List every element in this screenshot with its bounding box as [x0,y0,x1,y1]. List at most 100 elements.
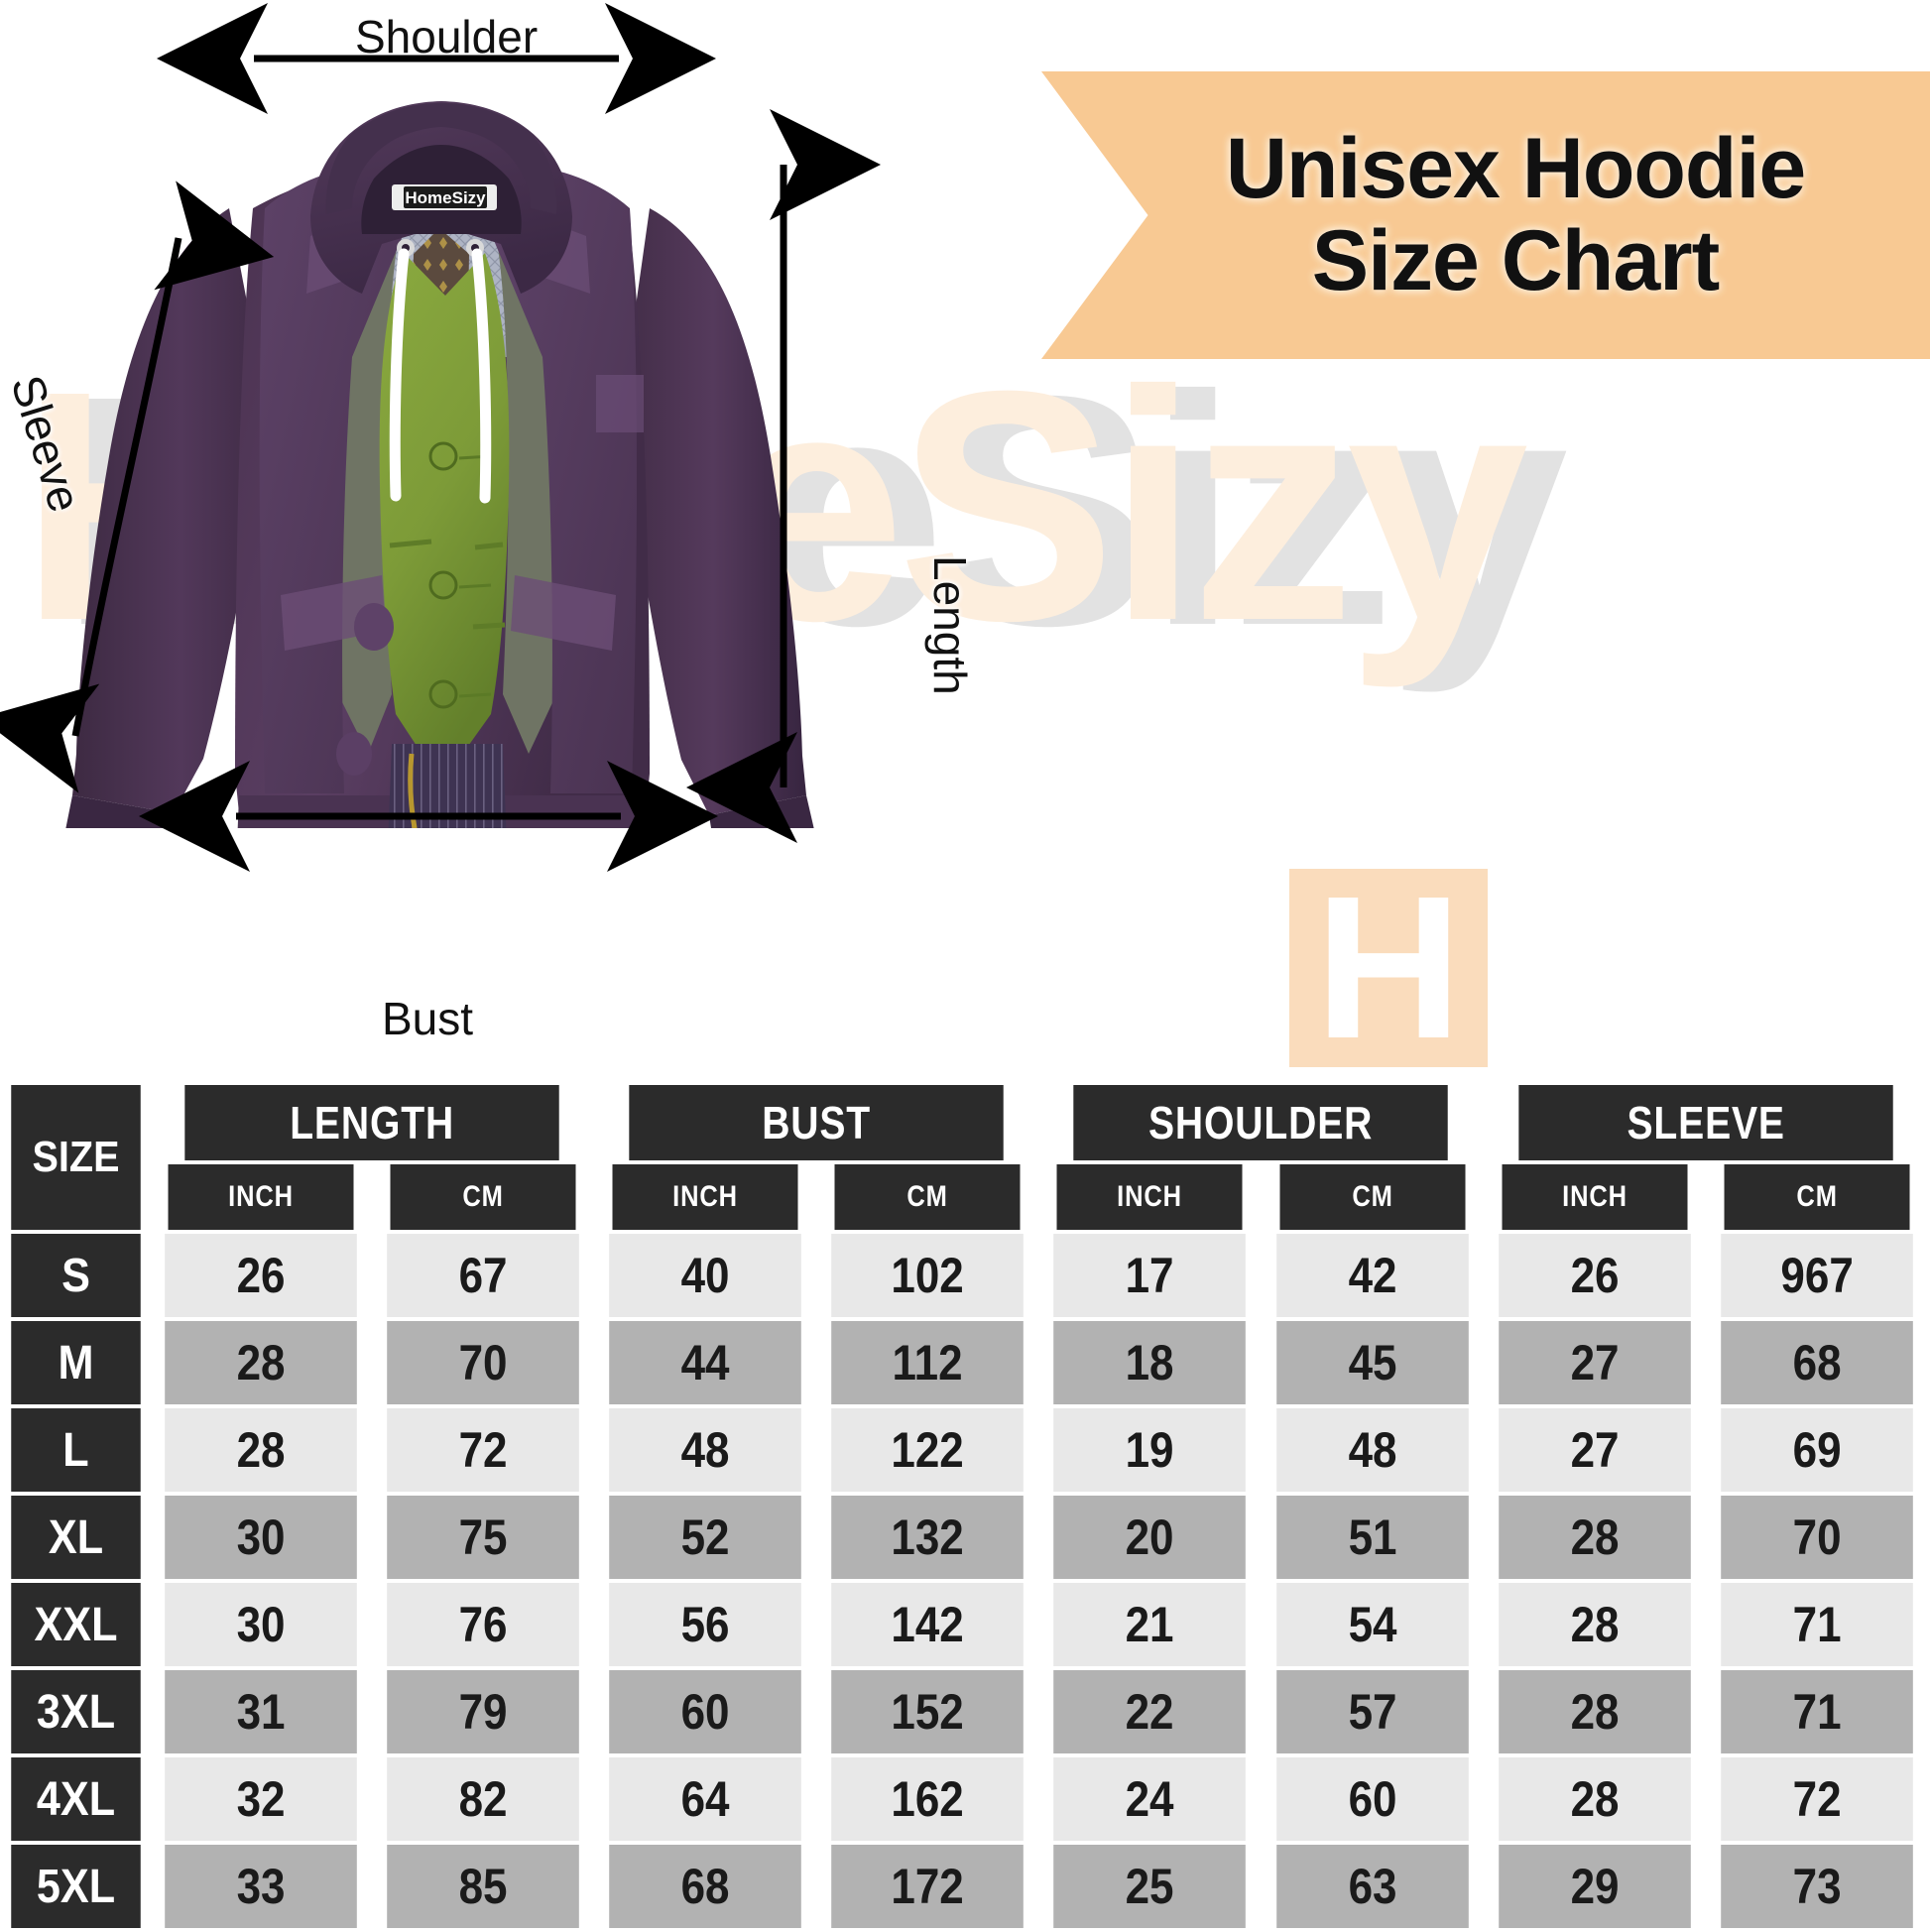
cell-sleeve-cm: 71 [1720,1670,1913,1753]
cell-sleeve-cm: 71 [1720,1583,1913,1666]
table-group-header-row: SIZE LENGTH BUST SHOULDER SLEEVE [4,1085,1926,1230]
neck-label: HomeSizy [392,184,497,210]
svg-text:HomeSizy: HomeSizy [405,188,486,207]
size-chart-table: SIZE LENGTH BUST SHOULDER SLEEVE INCH CM… [0,1081,1930,1932]
cell-bust-inch: 52 [609,1496,802,1579]
cell-sleeve-inch: 28 [1498,1757,1691,1841]
cell-bust-cm: 122 [831,1408,1025,1492]
table-row: 4XL 32 82 64 162 24 60 28 72 [4,1757,1926,1841]
bust-arrow [139,761,718,872]
header-bust-inch: INCH [612,1164,798,1230]
cell-sleeve-inch: 28 [1498,1670,1691,1753]
cell-length-inch: 30 [165,1496,357,1579]
header-group-bust: BUST [629,1085,1005,1160]
cell-bust-cm: 152 [831,1670,1025,1753]
cell-bust-cm: 132 [831,1496,1025,1579]
header-length-inch: INCH [168,1164,354,1230]
illustration-panel: HomeSizy HomeSizy H [0,3,1930,1081]
header-sleeve-inch: INCH [1502,1164,1688,1230]
drawstring-right [471,248,492,504]
cell-length-inch: 32 [165,1757,357,1841]
cell-sleeve-cm: 967 [1720,1234,1913,1317]
cell-length-cm: 67 [387,1234,580,1317]
cell-bust-inch: 56 [609,1583,802,1666]
cell-length-inch: 28 [165,1408,357,1492]
cell-shoulder-cm: 45 [1275,1321,1469,1404]
cell-sleeve-cm: 68 [1720,1321,1913,1404]
cell-length-inch: 33 [165,1845,357,1928]
cell-shoulder-inch: 17 [1053,1234,1247,1317]
cell-shoulder-cm: 57 [1275,1670,1469,1753]
cell-shoulder-cm: 42 [1275,1234,1469,1317]
size-chart-table-wrapper: SIZE LENGTH BUST SHOULDER SLEEVE INCH CM… [0,1081,1930,1930]
cell-size: XXL [11,1583,141,1666]
cell-shoulder-cm: 51 [1275,1496,1469,1579]
cell-bust-cm: 102 [831,1234,1025,1317]
table-row: XL 30 75 52 132 20 51 28 70 [4,1496,1926,1579]
cell-length-cm: 75 [387,1496,580,1579]
cell-shoulder-inch: 22 [1053,1670,1247,1753]
cell-bust-inch: 60 [609,1670,802,1753]
header-shoulder-inch: INCH [1056,1164,1244,1230]
cell-shoulder-cm: 63 [1275,1845,1469,1928]
cell-shoulder-cm: 48 [1275,1408,1469,1492]
length-arrow [686,109,881,843]
header-length-cm: CM [390,1164,576,1230]
cell-bust-cm: 172 [831,1845,1025,1928]
table-row: L 28 72 48 122 19 48 27 69 [4,1408,1926,1492]
cell-size: 5XL [11,1845,141,1928]
header-bust-cm: CM [834,1164,1021,1230]
cell-length-inch: 31 [165,1670,357,1753]
hoodie-jacket-lapels [259,165,644,793]
bust-label: Bust [382,993,474,1044]
cell-shoulder-cm: 54 [1275,1583,1469,1666]
cell-sleeve-inch: 27 [1498,1321,1691,1404]
cell-length-cm: 70 [387,1321,580,1404]
hoodie-green-vest [379,253,510,784]
header-size: SIZE [11,1085,141,1230]
drawstring-left [389,248,410,502]
cell-sleeve-inch: 26 [1498,1234,1691,1317]
table-row: S 26 67 40 102 17 42 26 967 [4,1234,1926,1317]
cell-length-inch: 30 [165,1583,357,1666]
cell-sleeve-cm: 73 [1720,1845,1913,1928]
cell-length-cm: 85 [387,1845,580,1928]
cell-size: S [11,1234,141,1317]
table-row: M 28 70 44 112 18 45 27 68 [4,1321,1926,1404]
cell-sleeve-inch: 29 [1498,1845,1691,1928]
title-line-2: Size Chart [1311,213,1721,308]
cell-bust-inch: 64 [609,1757,802,1841]
cell-shoulder-inch: 25 [1053,1845,1247,1928]
cell-shoulder-inch: 24 [1053,1757,1247,1841]
cell-bust-cm: 162 [831,1757,1025,1841]
length-label: Length [924,555,976,695]
cell-length-cm: 72 [387,1408,580,1492]
cell-shoulder-inch: 20 [1053,1496,1247,1579]
cell-sleeve-inch: 27 [1498,1408,1691,1492]
cell-shoulder-cm: 60 [1275,1757,1469,1841]
cell-size: M [11,1321,141,1404]
cell-size: 3XL [11,1670,141,1753]
header-group-shoulder: SHOULDER [1073,1085,1449,1160]
title-ribbon: Unisex Hoodie Size Chart [1041,71,1930,359]
cell-bust-inch: 44 [609,1321,802,1404]
cell-length-cm: 82 [387,1757,580,1841]
cell-size: XL [11,1496,141,1579]
cell-length-inch: 28 [165,1321,357,1404]
cell-shoulder-inch: 18 [1053,1321,1247,1404]
header-sleeve-cm: CM [1724,1164,1910,1230]
header-shoulder-cm: CM [1279,1164,1466,1230]
cell-size: 4XL [11,1757,141,1841]
cell-sleeve-cm: 72 [1720,1757,1913,1841]
logo-letter: H [1314,854,1463,1081]
cell-size: L [11,1408,141,1492]
cell-length-cm: 76 [387,1583,580,1666]
cell-bust-cm: 142 [831,1583,1025,1666]
cell-shoulder-inch: 19 [1053,1408,1247,1492]
cell-length-inch: 26 [165,1234,357,1317]
shoulder-label: Shoulder [355,11,539,62]
header-group-length: LENGTH [184,1085,559,1160]
cell-sleeve-cm: 70 [1720,1496,1913,1579]
table-unit-header-row: INCH CM INCH CM INCH CM INCH CM [4,1164,1926,1230]
brand-logo: H [1289,854,1488,1081]
